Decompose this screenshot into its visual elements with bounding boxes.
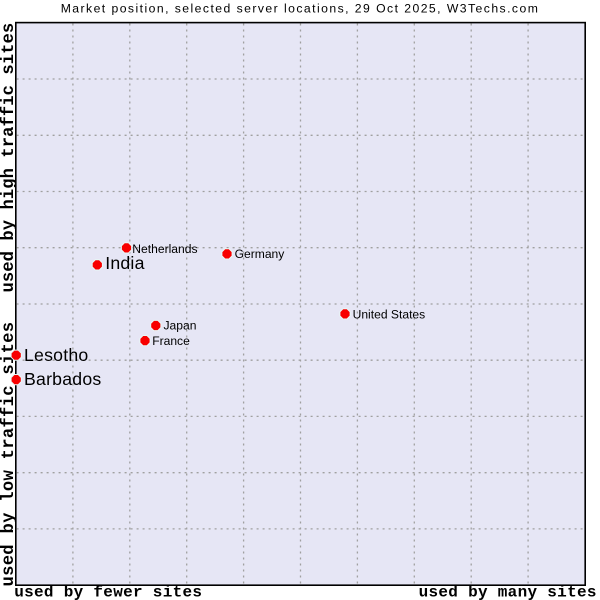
svg-text:India: India — [105, 253, 144, 273]
svg-text:used by high traffic sites: used by high traffic sites — [0, 23, 19, 293]
svg-text:Japan: Japan — [164, 319, 197, 333]
svg-text:Market position, selected serv: Market position, selected server locatio… — [61, 2, 540, 16]
svg-text:used by many sites: used by many sites — [419, 584, 597, 600]
svg-text:Barbados: Barbados — [24, 369, 101, 389]
svg-text:Lesotho: Lesotho — [24, 345, 88, 365]
svg-text:United States: United States — [353, 308, 426, 322]
svg-text:Germany: Germany — [235, 247, 286, 261]
svg-text:used by low traffic sites: used by low traffic sites — [0, 322, 19, 587]
svg-text:used by fewer sites: used by fewer sites — [14, 584, 202, 600]
svg-text:France: France — [152, 334, 190, 348]
svg-text:Netherlands: Netherlands — [132, 242, 197, 256]
